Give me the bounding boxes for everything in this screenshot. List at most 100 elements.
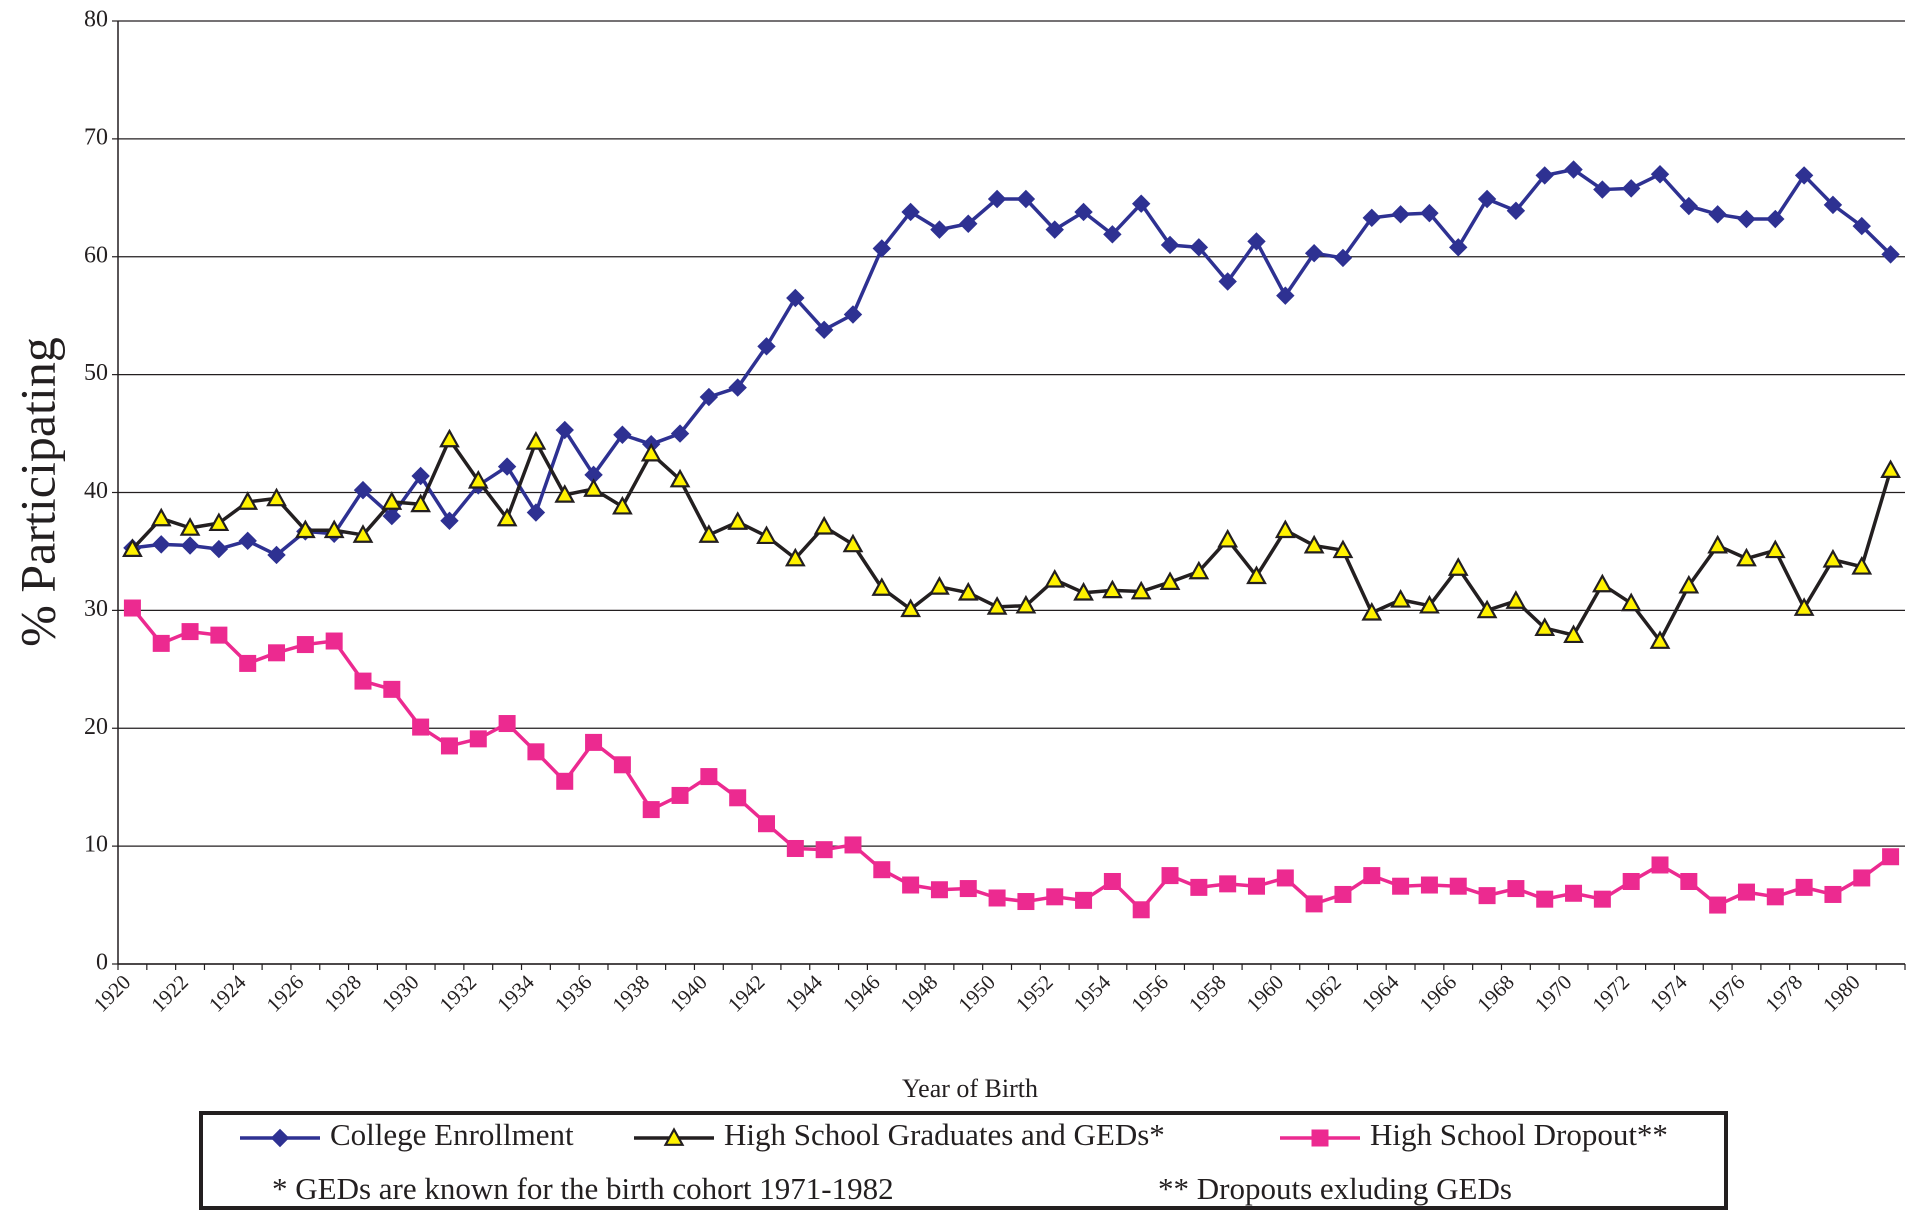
data-point <box>988 889 1006 907</box>
data-point <box>873 861 891 879</box>
legend-label: High School Dropout** <box>1370 1117 1668 1152</box>
x-tick-label: 1938 <box>607 970 654 1017</box>
data-point <box>843 305 863 324</box>
data-point <box>381 491 403 510</box>
data-point <box>1103 225 1122 244</box>
data-point <box>210 626 228 644</box>
data-point <box>527 743 545 761</box>
y-tick-label: 10 <box>84 832 108 858</box>
y-tick-label: 60 <box>84 242 108 268</box>
data-point <box>1219 875 1237 893</box>
data-point <box>613 425 632 444</box>
y-tick-label: 20 <box>84 714 108 740</box>
data-point <box>698 524 720 543</box>
data-point <box>1419 594 1440 614</box>
data-point <box>1333 248 1353 268</box>
data-point <box>1824 885 1842 903</box>
data-point <box>556 772 574 790</box>
x-tick-label: 1974 <box>1645 970 1692 1017</box>
data-point <box>1075 891 1093 909</box>
data-point <box>929 576 950 595</box>
data-point <box>872 239 892 258</box>
data-point <box>1766 888 1784 906</box>
data-point <box>1131 194 1151 213</box>
legend-box <box>199 1111 1728 1210</box>
data-point <box>784 547 806 567</box>
data-point <box>1102 579 1123 599</box>
data-point <box>1188 560 1210 580</box>
x-tick-label: 1970 <box>1530 970 1577 1017</box>
data-point <box>1650 165 1670 184</box>
data-point <box>238 531 257 551</box>
data-point <box>959 214 978 233</box>
data-point <box>1190 878 1208 896</box>
data-point <box>1334 885 1352 903</box>
data-point <box>1649 630 1671 649</box>
x-axis-title: Year of Birth <box>902 1074 1038 1103</box>
legend-marker <box>270 1128 290 1148</box>
data-point <box>1793 597 1815 616</box>
data-point <box>1305 895 1323 913</box>
data-point <box>1159 571 1181 590</box>
data-point <box>1420 203 1439 223</box>
data-point <box>1622 872 1640 890</box>
data-point <box>1304 244 1324 263</box>
x-tick-label: 1922 <box>146 970 193 1017</box>
data-point <box>642 801 660 819</box>
legend-note: ** Dropouts exluding GEDs <box>1158 1171 1512 1206</box>
data-point <box>1505 590 1527 609</box>
data-point <box>497 457 517 476</box>
data-point <box>1708 205 1727 224</box>
data-point <box>1478 887 1496 905</box>
data-point <box>987 189 1007 209</box>
x-tick-label: 1940 <box>665 970 712 1017</box>
legend-note: * GEDs are known for the birth cohort 19… <box>272 1171 894 1206</box>
data-point <box>871 577 893 596</box>
data-point <box>1016 189 1036 209</box>
data-point <box>930 881 948 899</box>
data-point <box>1217 528 1239 548</box>
series-line <box>131 437 1893 643</box>
x-tick-label: 1980 <box>1818 970 1865 1017</box>
data-point <box>525 431 547 450</box>
data-point <box>1246 565 1267 585</box>
data-point <box>1507 880 1525 898</box>
data-point <box>294 519 316 539</box>
data-point <box>1881 245 1900 264</box>
x-tick-label: 1928 <box>319 970 366 1017</box>
x-tick-label: 1962 <box>1299 970 1346 1017</box>
y-tick-label: 40 <box>84 478 108 504</box>
data-point <box>1361 601 1383 621</box>
data-point <box>1593 180 1612 199</box>
data-point <box>986 596 1008 615</box>
data-point <box>1851 555 1873 575</box>
data-point <box>1046 888 1064 906</box>
data-point <box>1880 459 1901 479</box>
data-point <box>152 634 170 652</box>
data-point <box>1449 238 1468 257</box>
data-point <box>123 599 141 617</box>
data-point <box>1274 519 1296 539</box>
data-point <box>1449 877 1467 895</box>
data-point <box>900 598 921 618</box>
data-point <box>1882 848 1900 866</box>
y-axis-title: % Participating <box>9 337 65 647</box>
data-point <box>1536 890 1554 908</box>
data-point <box>1737 209 1756 229</box>
x-tick-label: 1964 <box>1357 970 1404 1017</box>
data-point <box>1161 867 1179 885</box>
data-point <box>1822 548 1844 568</box>
data-point <box>1044 568 1066 588</box>
data-point <box>727 511 749 530</box>
x-tick-label: 1930 <box>377 970 424 1017</box>
data-point <box>612 495 633 515</box>
data-point <box>1447 557 1469 576</box>
data-point <box>756 525 777 545</box>
data-point <box>1362 208 1381 228</box>
x-tick-label: 1968 <box>1472 970 1519 1017</box>
data-point <box>669 468 691 488</box>
data-point <box>1247 877 1265 895</box>
series-line <box>131 606 1892 912</box>
data-point <box>1535 166 1554 185</box>
